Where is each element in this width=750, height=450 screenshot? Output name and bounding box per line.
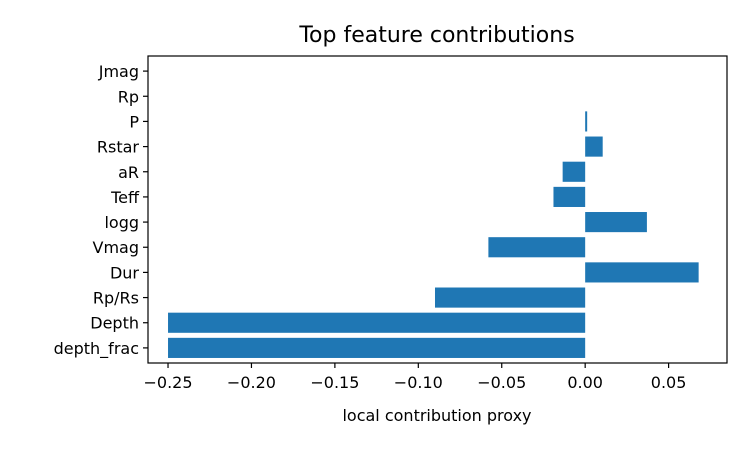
y-tick-label: aR xyxy=(118,163,139,182)
x-tick-label: −0.10 xyxy=(394,373,443,392)
x-axis-ticks: −0.25 −0.20 −0.15 −0.10 −0.05 0.00 0.05 xyxy=(144,363,687,392)
bar-rp-rs xyxy=(434,287,586,308)
chart-title: Top feature contributions xyxy=(298,23,574,48)
y-tick-label: Vmag xyxy=(93,238,140,257)
x-tick-label: 0.00 xyxy=(567,373,603,392)
y-tick-label: Depth xyxy=(90,314,139,333)
y-tick-label: Jmag xyxy=(98,62,139,81)
bar-teff xyxy=(553,186,586,207)
y-tick-label: Rp xyxy=(118,87,139,106)
y-tick-label: Rp/Rs xyxy=(93,289,139,308)
bar-p xyxy=(585,111,588,132)
x-tick-label: 0.05 xyxy=(651,373,687,392)
bar-dur xyxy=(585,262,699,283)
bars-group xyxy=(168,111,699,358)
x-tick-label: −0.05 xyxy=(477,373,526,392)
bar-depth-frac xyxy=(168,337,586,358)
bar-vmag xyxy=(488,237,586,258)
y-tick-label: Rstar xyxy=(97,138,140,157)
y-tick-label: Teff xyxy=(110,188,140,207)
x-tick-label: −0.25 xyxy=(144,373,193,392)
y-tick-label: P xyxy=(129,112,139,131)
y-tick-label: Dur xyxy=(110,263,139,282)
plot-area-frame xyxy=(147,55,728,364)
bar-ar xyxy=(562,161,586,182)
bar-logg xyxy=(585,212,647,233)
bar-rstar xyxy=(585,136,603,157)
y-axis-ticks: depth_frac Depth Rp/Rs Dur Vmag logg Teff aR Rst… xyxy=(54,62,148,359)
x-tick-label: −0.20 xyxy=(227,373,276,392)
bar-depth xyxy=(168,312,586,333)
x-axis-label: local contribution proxy xyxy=(342,406,531,425)
y-tick-label: depth_frac xyxy=(54,339,139,359)
y-tick-label: logg xyxy=(104,213,139,232)
x-tick-label: −0.15 xyxy=(310,373,359,392)
